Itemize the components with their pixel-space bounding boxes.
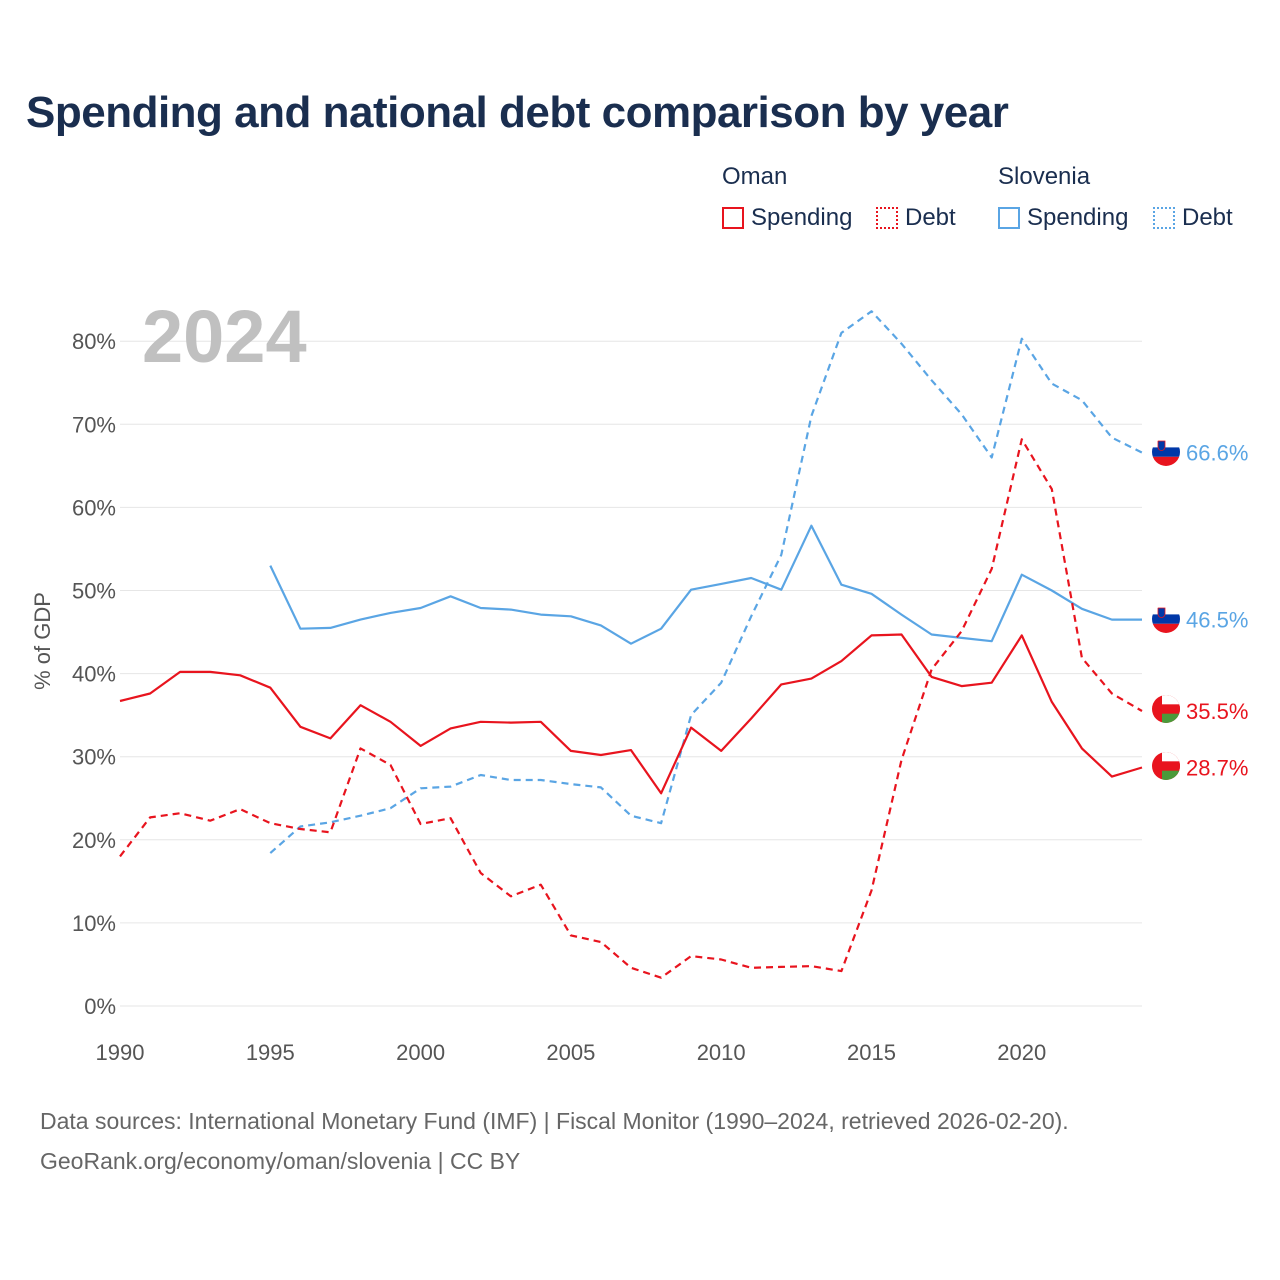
- oman-spending-end-label: 28.7%: [1186, 756, 1248, 781]
- slovenia-spending-line: [269, 524, 1142, 645]
- legend-oman-debt-label: Debt: [905, 204, 956, 231]
- legend-slovenia-spending-label: Spending: [1027, 204, 1129, 231]
- slovenia-flag-icon: [1152, 605, 1180, 633]
- legend-slovenia-label: Slovenia: [998, 163, 1091, 190]
- oman-flag-icon: [1152, 752, 1180, 780]
- chart-title: Spending and national debt comparison by…: [26, 88, 1009, 137]
- y-axis-ticks: 0% 10% 20% 30% 40% 50% 60% 70% 80%: [72, 329, 116, 1019]
- y-tick-label: 20%: [72, 828, 116, 853]
- slovenia-debt-line: [269, 310, 1143, 854]
- solid-line-swatch-icon: [722, 207, 744, 229]
- y-tick-label: 80%: [72, 329, 116, 354]
- y-tick-label: 50%: [72, 579, 116, 604]
- oman-flag-icon: [1152, 695, 1180, 723]
- oman-spending-line: [119, 633, 1143, 795]
- series-lines: [119, 310, 1143, 979]
- y-tick-label: 0%: [84, 994, 116, 1019]
- gridlines: [120, 340, 1142, 1007]
- slovenia-flag-icon: [1152, 438, 1180, 466]
- footer-sources: Data sources: International Monetary Fun…: [40, 1108, 1069, 1134]
- legend-slovenia-debt[interactable]: Debt: [1153, 204, 1233, 232]
- legend-slovenia-spending[interactable]: Spending: [998, 204, 1128, 232]
- y-tick-label: 70%: [72, 412, 116, 437]
- y-tick-label: 60%: [72, 495, 116, 520]
- x-tick-label: 1995: [246, 1040, 295, 1065]
- oman-debt-end-label: 35.5%: [1186, 699, 1248, 724]
- dotted-line-swatch-icon: [1153, 207, 1175, 229]
- dotted-line-swatch-icon: [876, 207, 898, 229]
- slovenia-spending-end-label: 46.5%: [1186, 608, 1248, 633]
- x-tick-label: 2010: [697, 1040, 746, 1065]
- legend-oman-spending-label: Spending: [751, 204, 853, 231]
- solid-line-swatch-icon: [998, 207, 1020, 229]
- x-tick-label: 2015: [847, 1040, 896, 1065]
- slovenia-debt-end-label: 66.6%: [1186, 441, 1248, 466]
- y-tick-label: 10%: [72, 911, 116, 936]
- legend-oman-debt[interactable]: Debt: [876, 204, 956, 232]
- year-watermark: 2024: [142, 295, 307, 378]
- legend-slovenia-debt-label: Debt: [1182, 204, 1233, 231]
- x-tick-label: 2000: [396, 1040, 445, 1065]
- legend-oman-spending[interactable]: Spending: [722, 204, 852, 232]
- x-tick-label: 1990: [96, 1040, 145, 1065]
- footer-credit: GeoRank.org/economy/oman/slovenia | CC B…: [40, 1148, 521, 1174]
- legend-oman-label: Oman: [722, 163, 788, 190]
- y-tick-label: 30%: [72, 745, 116, 770]
- x-tick-label: 2005: [546, 1040, 595, 1065]
- x-axis-ticks: 1990 1995 2000 2005 2010 2015 2020: [96, 1040, 1047, 1065]
- y-axis-label: % of GDP: [30, 592, 55, 690]
- y-tick-label: 40%: [72, 662, 116, 687]
- end-labels: 66.6% 46.5% 35.5% 28.7%: [1186, 441, 1248, 781]
- x-tick-label: 2020: [997, 1040, 1046, 1065]
- oman-debt-line: [119, 438, 1143, 979]
